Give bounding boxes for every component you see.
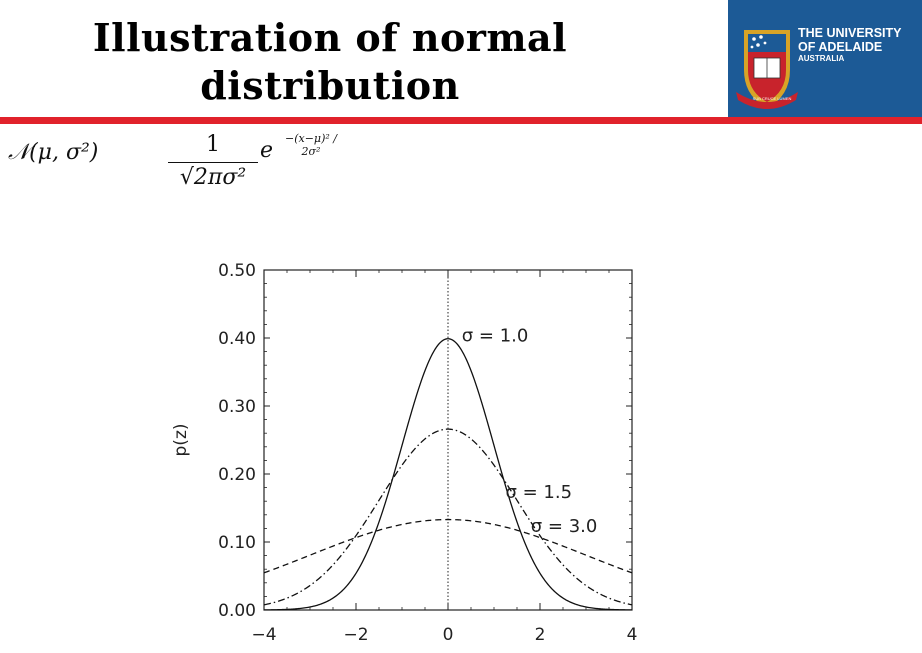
formula-label: 𝒩(μ, σ²) — [8, 140, 99, 165]
y-tick-label: 0.20 — [218, 465, 256, 485]
x-tick-label: 2 — [535, 625, 546, 645]
y-tick-label: 0.00 — [218, 601, 256, 621]
series-label-sigma-1.5: σ = 1.5 — [506, 482, 573, 503]
y-tick-label: 0.50 — [218, 261, 256, 281]
university-logo: THE UNIVERSITY OF ADELAIDE AUSTRALIA SUB… — [728, 0, 922, 118]
x-tick-label: 0 — [443, 625, 454, 645]
plot-frame — [263, 269, 633, 611]
logo-subtext: AUSTRALIA — [798, 54, 845, 63]
logo-motto: SUB CRUCE LUMEN — [752, 96, 792, 101]
normal-distribution-chart: 0.00 0.10 0.20 0.30 0.40 0.50 −4 −2 0 2 4 p(z) σ = 1… — [171, 261, 638, 645]
formula-base: e — [260, 138, 274, 163]
series-line-sigma-3 — [263, 518, 633, 574]
x-tick-label: −4 — [251, 625, 276, 645]
y-tick-label: 0.10 — [218, 533, 256, 553]
series-label-sigma-3: σ = 3.0 — [531, 516, 598, 537]
slide-title: Illustration of normal distribution — [92, 15, 568, 108]
y-tick-label: 0.30 — [218, 397, 256, 417]
y-axis-label: p(z) — [171, 424, 191, 457]
formula-denominator: √2πσ² — [179, 165, 247, 190]
accent-divider — [0, 117, 922, 124]
shield-icon — [736, 30, 798, 109]
formula-fraction: 1 √2πσ² — [168, 132, 258, 190]
logo-text: THE UNIVERSITY OF ADELAIDE — [798, 26, 902, 54]
x-tick-label: 4 — [627, 625, 638, 645]
series-label-sigma-1: σ = 1.0 — [462, 325, 529, 346]
y-tick-label: 0.40 — [218, 329, 256, 349]
x-tick-label: −2 — [343, 625, 368, 645]
formula-numerator: 1 — [206, 132, 220, 157]
formula-exponent: −(x−μ)² / 2σ² — [285, 132, 337, 158]
series-line-sigma-1.5 — [263, 428, 633, 606]
series-line-sigma-1 — [263, 338, 633, 611]
